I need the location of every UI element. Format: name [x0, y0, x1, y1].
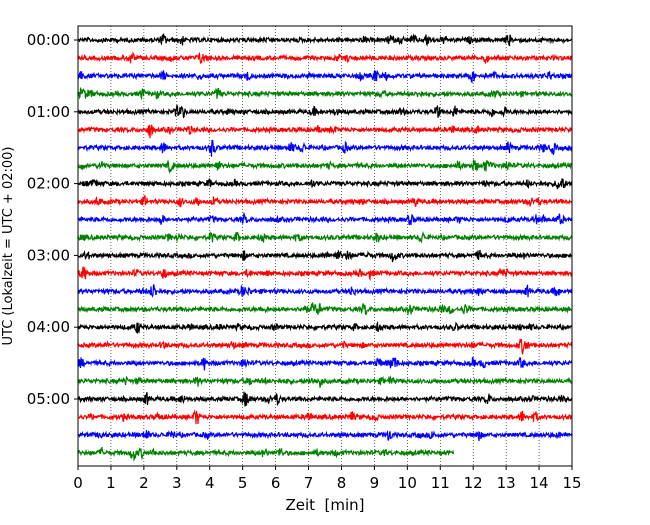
plot-frame	[77, 25, 573, 467]
y-tick-label: 02:00	[27, 175, 70, 193]
x-tick-label: 15	[562, 474, 581, 492]
y-axis-ticks: 00:00 01:00 02:00 03:00 04:00 05:00	[27, 31, 78, 408]
trace-0430	[77, 357, 573, 371]
trace-0545	[77, 446, 455, 462]
x-tick-label: 11	[431, 474, 450, 492]
trace-0200	[77, 178, 573, 190]
y-tick-label: 00:00	[27, 31, 70, 49]
trace-0500	[77, 391, 573, 407]
x-axis-ticks: 0 1 2 3 4 5 6 7 8 9 10 11 12 13 14 15	[73, 466, 582, 492]
x-tick-label: 14	[530, 474, 549, 492]
x-tick-label: 12	[464, 474, 483, 492]
trace-0530	[77, 429, 573, 442]
x-axis-label: Zeit [min]	[285, 496, 364, 514]
x-tick-label: 10	[398, 474, 417, 492]
trace-0330	[77, 284, 573, 298]
trace-0230	[77, 211, 573, 226]
trace-0345	[77, 302, 573, 316]
trace-0045	[77, 86, 573, 101]
x-tick-label: 7	[304, 474, 314, 492]
trace-0400	[77, 321, 573, 334]
trace-0000	[77, 33, 573, 47]
trace-0130	[77, 139, 573, 157]
x-tick-label: 8	[337, 474, 347, 492]
x-tick-label: 1	[106, 474, 116, 492]
y-tick-label: 03:00	[27, 246, 70, 264]
trace-0145	[77, 158, 573, 174]
trace-0115	[77, 124, 573, 139]
trace-0215	[77, 195, 573, 208]
x-tick-label: 9	[370, 474, 380, 492]
x-tick-label: 2	[139, 474, 149, 492]
y-tick-label: 05:00	[27, 390, 70, 408]
x-tick-label: 5	[238, 474, 248, 492]
trace-0415	[77, 338, 573, 355]
trace-0315	[77, 266, 573, 281]
x-tick-label: 13	[497, 474, 516, 492]
seismic-traces	[77, 33, 573, 462]
x-tick-label: 4	[205, 474, 215, 492]
x-tick-label: 0	[73, 474, 83, 492]
y-tick-label: 01:00	[27, 103, 70, 121]
trace-0515	[77, 409, 573, 425]
y-tick-label: 04:00	[27, 318, 70, 336]
trace-0030	[77, 69, 573, 84]
trace-0100	[77, 103, 573, 119]
trace-0445	[77, 375, 573, 388]
trace-0015	[77, 51, 573, 65]
y-axis-label: UTC (Lokalzeit = UTC + 02:00)	[1, 147, 16, 346]
trace-0300	[77, 249, 573, 263]
x-tick-label: 6	[271, 474, 281, 492]
trace-0245	[77, 230, 573, 244]
x-tick-label: 3	[172, 474, 182, 492]
